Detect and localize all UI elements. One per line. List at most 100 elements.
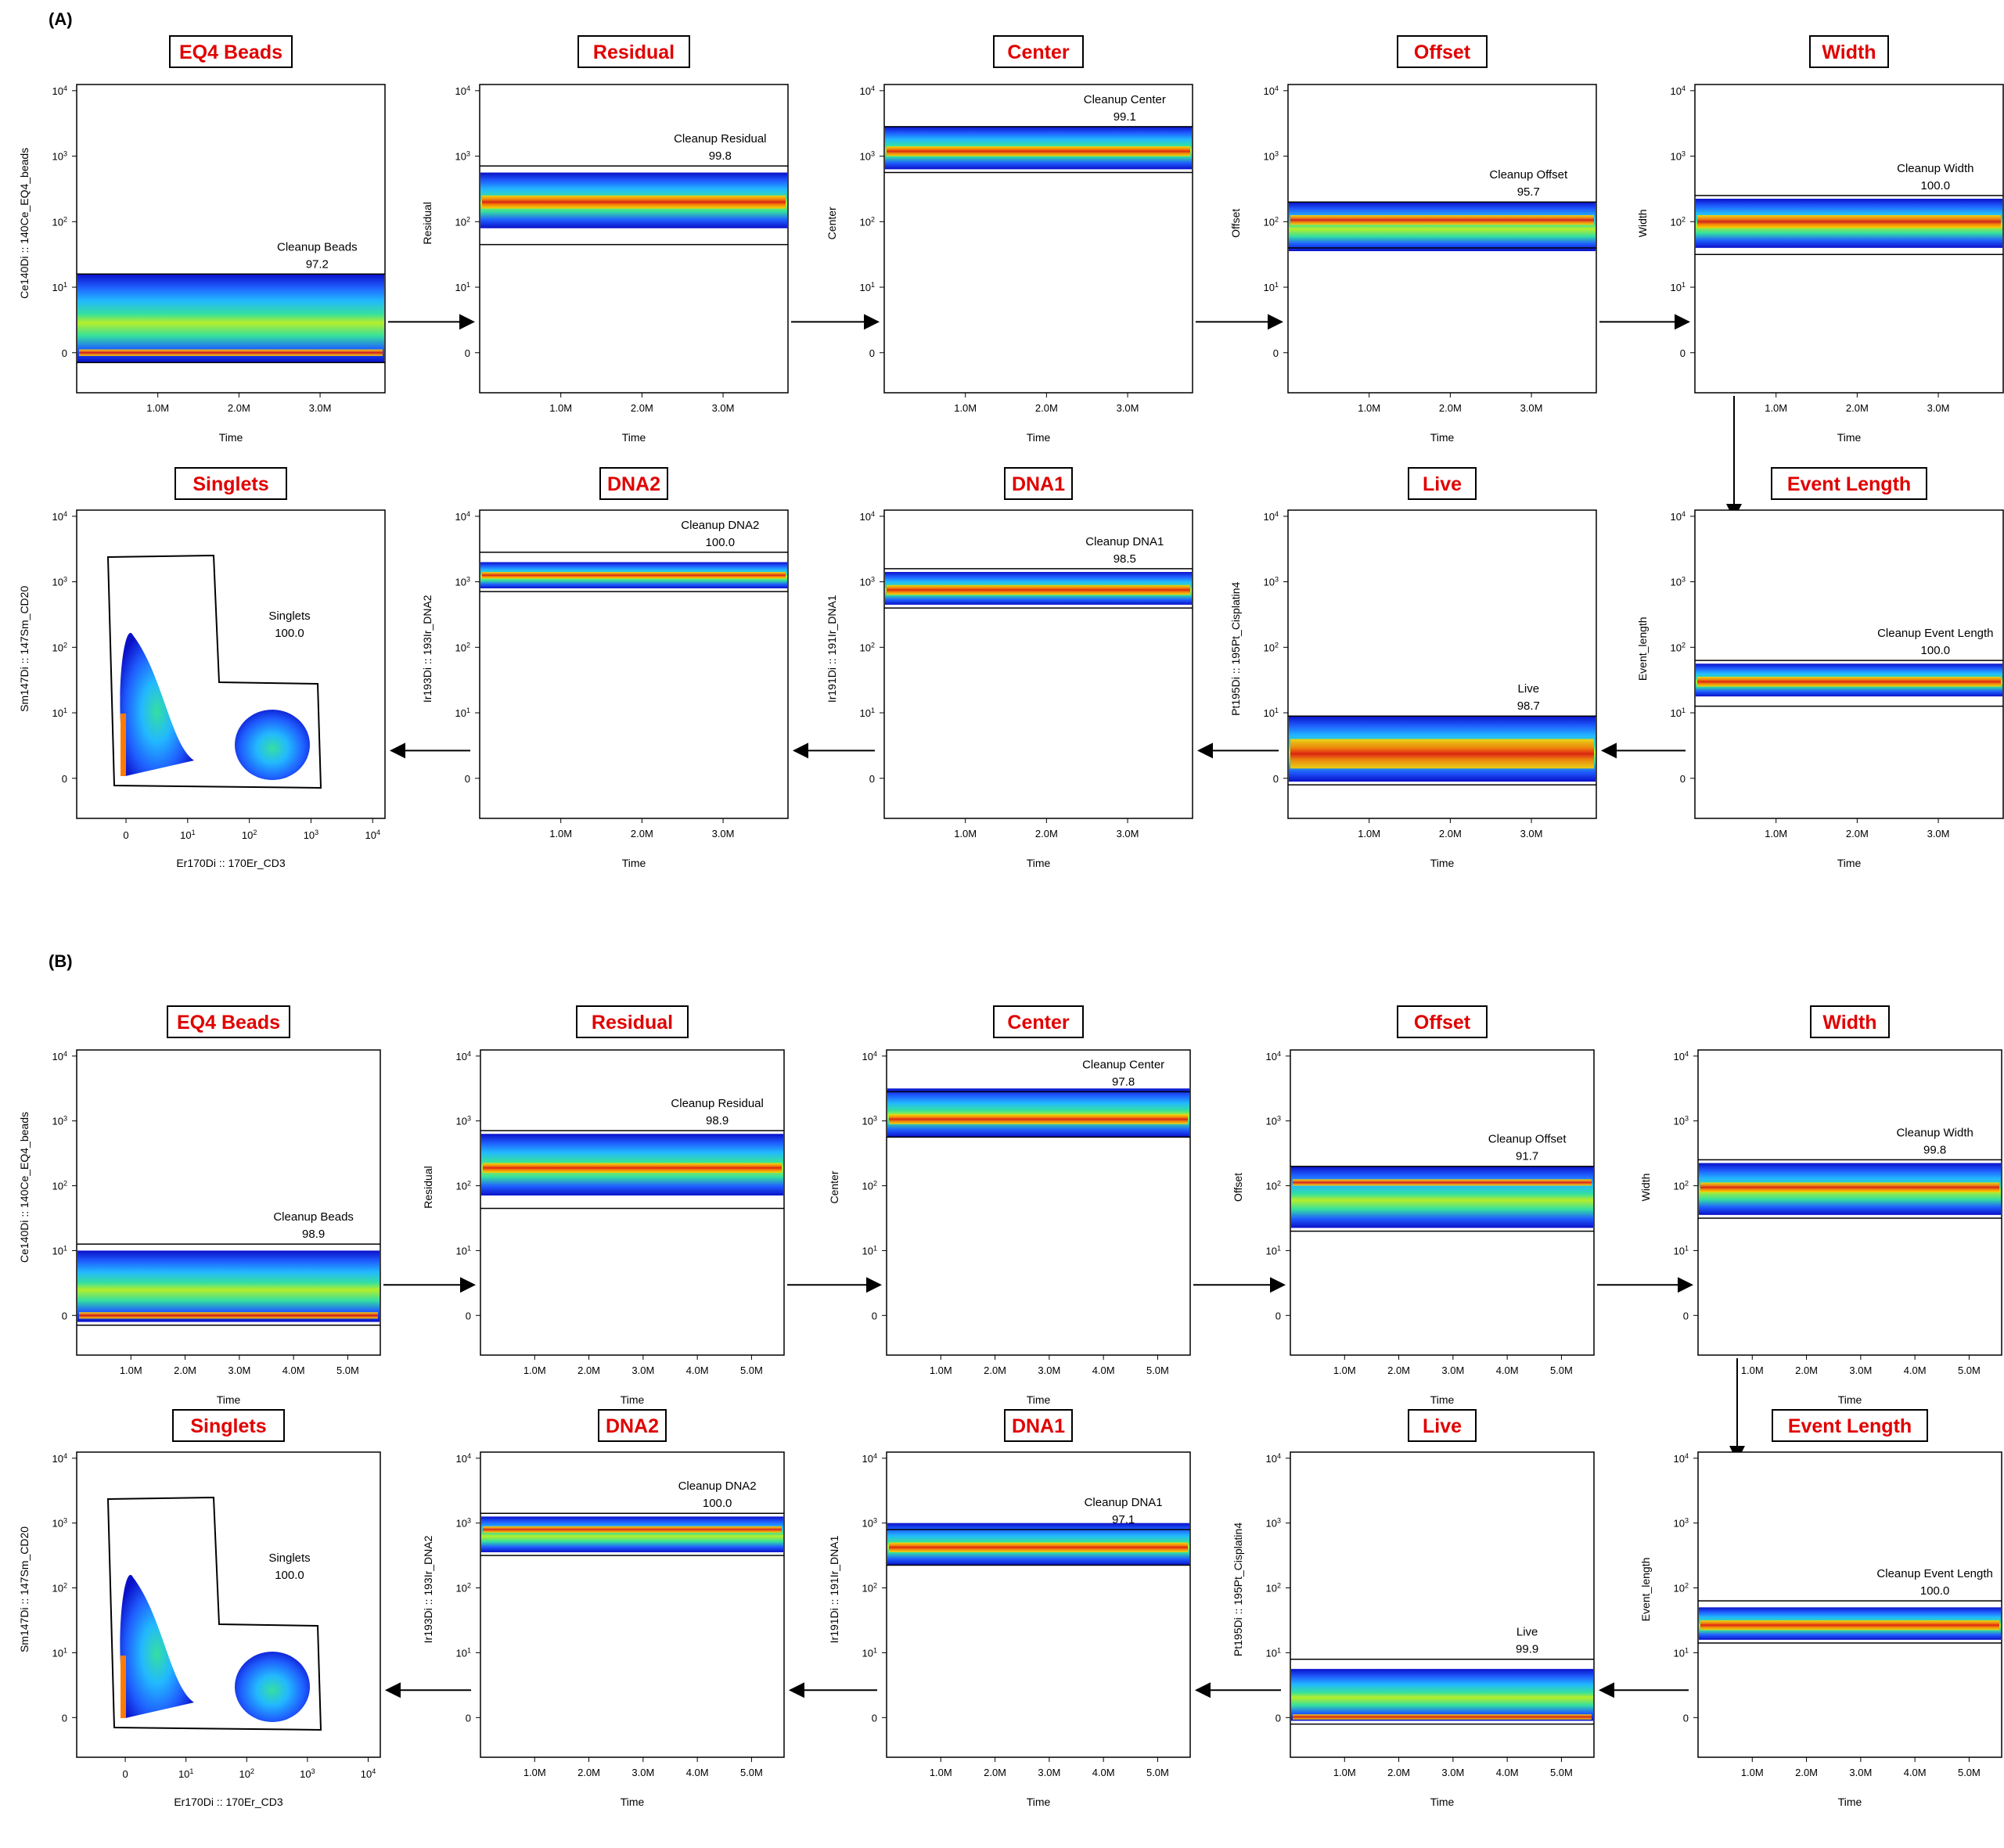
y-tick-label: 101 [1674, 1646, 1689, 1659]
x-tick-label: 4.0M [1092, 1364, 1115, 1376]
x-tick-label: 2.0M [1439, 828, 1462, 840]
x-tick-label: 2.0M [1035, 402, 1058, 414]
plot-title-box [172, 1409, 285, 1442]
y-tick-label: 103 [1674, 1115, 1689, 1127]
plot-title: Event Length [1788, 1415, 1912, 1437]
x-tick-label: 1.0M [1333, 1767, 1356, 1778]
y-tick-label: 0 [1680, 347, 1686, 359]
y-axis-label: Offset [1232, 1173, 1244, 1202]
y-axis-label: Ce140Di :: 140Ce_EQ4_beads [18, 1112, 31, 1263]
plot-title: Center [1007, 41, 1069, 63]
density-core [483, 1163, 782, 1173]
x-axis-label: Time [217, 1393, 241, 1406]
gate-value: 100.0 [703, 1497, 732, 1510]
density-core [1700, 1620, 1999, 1630]
plot-title-box [1004, 1409, 1073, 1442]
gate-name: Live [1518, 682, 1540, 696]
x-axis-label: Time [1837, 431, 1862, 444]
y-axis-label: Residual [421, 202, 434, 244]
x-tick-label: 1.0M [1333, 1364, 1356, 1376]
x-tick-label: 102 [239, 1767, 254, 1780]
y-tick-label: 0 [466, 1712, 471, 1724]
y-axis-label: Sm147Di :: 147Sm_CD20 [18, 1526, 31, 1652]
gate-name: Cleanup Beads [277, 240, 358, 253]
y-tick-label: 102 [52, 1582, 67, 1595]
y-tick-label: 0 [1275, 1310, 1281, 1321]
y-tick-label: 104 [1674, 1452, 1689, 1465]
plot-title-box [1809, 35, 1889, 68]
y-tick-label: 101 [1266, 1646, 1281, 1659]
plot-title: DNA1 [1012, 473, 1065, 495]
x-tick-label: 2.0M [1846, 402, 1869, 414]
y-axis-label: Ir191Di :: 191Ir_DNA1 [828, 1535, 840, 1643]
gate-value: 100.0 [1921, 644, 1951, 657]
x-axis-label: Time [1838, 1393, 1862, 1406]
gate-name: Singlets [268, 609, 310, 623]
x-axis-label: Time [1430, 1393, 1455, 1406]
density-band [77, 1250, 380, 1322]
gate-name: Cleanup Offset [1488, 1133, 1567, 1146]
y-tick-label: 104 [1674, 1050, 1689, 1062]
y-tick-label: 101 [456, 1646, 471, 1659]
x-tick-label: 1.0M [930, 1767, 952, 1778]
gate-name: Cleanup Event Length [1877, 627, 1993, 640]
x-tick-label: 3.0M [631, 1364, 654, 1376]
x-tick-label: 0 [122, 1768, 128, 1780]
plot-frame [883, 509, 1193, 819]
y-tick-label: 0 [465, 773, 470, 785]
y-axis-label: Width [1636, 209, 1649, 237]
y-tick-label: 0 [62, 347, 67, 359]
x-axis-label: Time [1430, 857, 1455, 869]
y-tick-label: 101 [52, 1646, 67, 1659]
density-core [482, 572, 786, 579]
y-tick-label: 0 [1273, 347, 1279, 359]
plot-offset-a: Offset 0 101 102 103 104 Offset Time 1.0M 2.0M 3.0… [1229, 35, 1597, 444]
y-axis-label: Ir191Di :: 191Ir_DNA1 [826, 595, 838, 703]
y-tick-label: 103 [862, 1115, 877, 1127]
y-tick-label: 104 [1671, 510, 1686, 523]
plot-title: EQ4 Beads [179, 41, 282, 63]
y-tick-label: 0 [1275, 1712, 1281, 1724]
x-tick-label: 3.0M [712, 402, 735, 414]
gate-value: 95.7 [1517, 185, 1540, 199]
x-axis-label: Time [219, 431, 243, 444]
x-tick-label: 5.0M [740, 1767, 763, 1778]
plot-frame [480, 1049, 785, 1356]
x-tick-label: 5.0M [1958, 1767, 1981, 1778]
gate-value: 97.2 [306, 257, 329, 271]
plot-title: DNA2 [606, 1415, 659, 1437]
gate-name: Cleanup Event Length [1876, 1567, 1992, 1580]
panel-label-b: (B) [49, 951, 73, 971]
x-tick-label: 1.0M [930, 1364, 952, 1376]
gate-name: Cleanup DNA2 [678, 1479, 757, 1493]
gate-value: 100.0 [706, 536, 736, 549]
y-tick-label: 104 [1266, 1452, 1281, 1465]
cd20-population [120, 632, 194, 776]
x-tick-label: 4.0M [1092, 1767, 1115, 1778]
gate-value: 98.5 [1114, 552, 1136, 566]
plot-title: Singlets [190, 1415, 266, 1437]
x-tick-label: 3.0M [228, 1364, 250, 1376]
plot-title: Width [1822, 1012, 1876, 1034]
gate-name: Cleanup Residual [671, 1097, 763, 1110]
y-axis-label: Sm147Di :: 147Sm_CD20 [18, 586, 31, 712]
x-axis-label: Time [1430, 1796, 1455, 1808]
x-axis-label: Time [621, 1796, 645, 1808]
y-tick-label: 104 [860, 510, 875, 523]
y-tick-label: 102 [455, 215, 470, 228]
y-axis-label: Width [1639, 1174, 1652, 1202]
y-tick-label: 104 [862, 1452, 877, 1465]
plot-frame [480, 1451, 785, 1758]
y-tick-label: 102 [862, 1180, 877, 1192]
y-tick-label: 102 [860, 641, 875, 653]
y-tick-label: 103 [52, 1517, 67, 1530]
plot-title-box [1397, 35, 1488, 68]
y-tick-label: 101 [1674, 1244, 1689, 1257]
y-tick-label: 101 [1671, 281, 1686, 293]
plot-title: Live [1423, 473, 1462, 495]
y-tick-label: 103 [52, 1115, 67, 1127]
